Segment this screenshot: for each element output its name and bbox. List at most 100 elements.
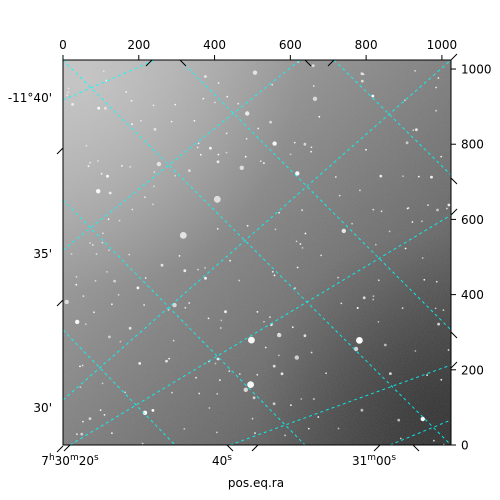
star xyxy=(101,382,104,385)
star xyxy=(88,417,92,420)
star xyxy=(436,208,439,212)
star xyxy=(111,303,113,306)
star xyxy=(237,102,240,105)
grid-line xyxy=(63,60,451,445)
star xyxy=(85,144,88,147)
star xyxy=(217,153,220,156)
star xyxy=(269,120,272,124)
star xyxy=(437,77,440,79)
star xyxy=(430,175,433,179)
star xyxy=(144,277,147,279)
star xyxy=(220,319,223,322)
star xyxy=(219,327,222,329)
star xyxy=(119,340,122,343)
star xyxy=(216,431,218,434)
star xyxy=(216,393,219,395)
star xyxy=(152,104,155,107)
star xyxy=(76,433,78,436)
star xyxy=(251,417,254,420)
axis-ticks xyxy=(56,53,458,453)
coordinate-grid xyxy=(63,60,451,445)
star xyxy=(356,337,363,344)
star xyxy=(131,208,134,211)
star xyxy=(280,372,284,376)
star xyxy=(401,307,404,309)
star xyxy=(417,175,420,178)
star xyxy=(153,185,155,188)
world-axis-tick xyxy=(450,177,458,185)
star xyxy=(360,408,364,412)
star xyxy=(167,309,170,311)
star xyxy=(244,155,247,158)
world-axis-tick xyxy=(56,147,64,155)
star xyxy=(136,286,140,290)
star xyxy=(140,120,142,122)
star xyxy=(108,191,112,195)
star xyxy=(107,218,110,221)
star xyxy=(377,279,380,282)
star xyxy=(248,336,255,344)
star xyxy=(204,267,207,269)
star xyxy=(184,306,187,309)
star xyxy=(239,165,244,170)
star xyxy=(372,208,375,211)
star xyxy=(310,150,312,153)
star xyxy=(290,404,292,406)
star xyxy=(289,153,292,156)
star xyxy=(171,391,173,394)
ra-tick-label: 40s xyxy=(212,453,232,468)
star xyxy=(246,224,249,227)
star xyxy=(89,242,91,244)
star xyxy=(204,75,207,78)
star xyxy=(278,211,280,214)
star xyxy=(299,243,302,245)
star xyxy=(75,276,78,278)
star xyxy=(100,172,103,175)
star xyxy=(67,91,70,93)
star xyxy=(118,219,121,222)
star xyxy=(106,271,108,273)
world-axis-tick xyxy=(179,59,187,67)
star xyxy=(317,416,320,418)
star xyxy=(294,287,296,289)
star xyxy=(172,339,175,342)
star xyxy=(372,298,375,301)
star xyxy=(442,309,445,311)
star xyxy=(96,189,101,194)
ra-tick-label: 7h30m20s xyxy=(41,453,99,468)
star xyxy=(172,302,177,308)
star xyxy=(198,392,201,395)
star xyxy=(256,373,259,376)
star xyxy=(300,398,303,400)
star xyxy=(423,278,426,281)
star xyxy=(79,386,82,388)
star xyxy=(121,165,123,167)
world-axis-tick xyxy=(450,361,458,369)
star xyxy=(160,263,164,267)
star xyxy=(193,119,196,122)
star xyxy=(216,160,220,164)
world-axis-tick xyxy=(56,299,64,307)
axis-tick-labels: 0 200 400 600 800 1000 0 200 400 600 800 1000 7h30m2… xyxy=(8,38,492,468)
star xyxy=(353,346,359,352)
star xyxy=(404,247,407,250)
star xyxy=(312,85,315,87)
star xyxy=(95,253,98,255)
star xyxy=(284,434,286,437)
world-axis-tick xyxy=(450,208,458,216)
star xyxy=(178,255,181,257)
world-axis-tick xyxy=(56,445,64,453)
star xyxy=(383,343,387,347)
star xyxy=(256,311,259,313)
y-pixel-tick-label: 200 xyxy=(461,363,484,377)
world-axis-tick xyxy=(450,53,458,61)
star xyxy=(99,409,102,411)
star xyxy=(170,120,173,123)
star xyxy=(197,142,200,145)
star xyxy=(91,244,94,246)
star xyxy=(197,268,199,271)
star xyxy=(359,189,361,192)
star xyxy=(440,155,443,158)
y-pixel-tick-label: 800 xyxy=(461,138,484,152)
